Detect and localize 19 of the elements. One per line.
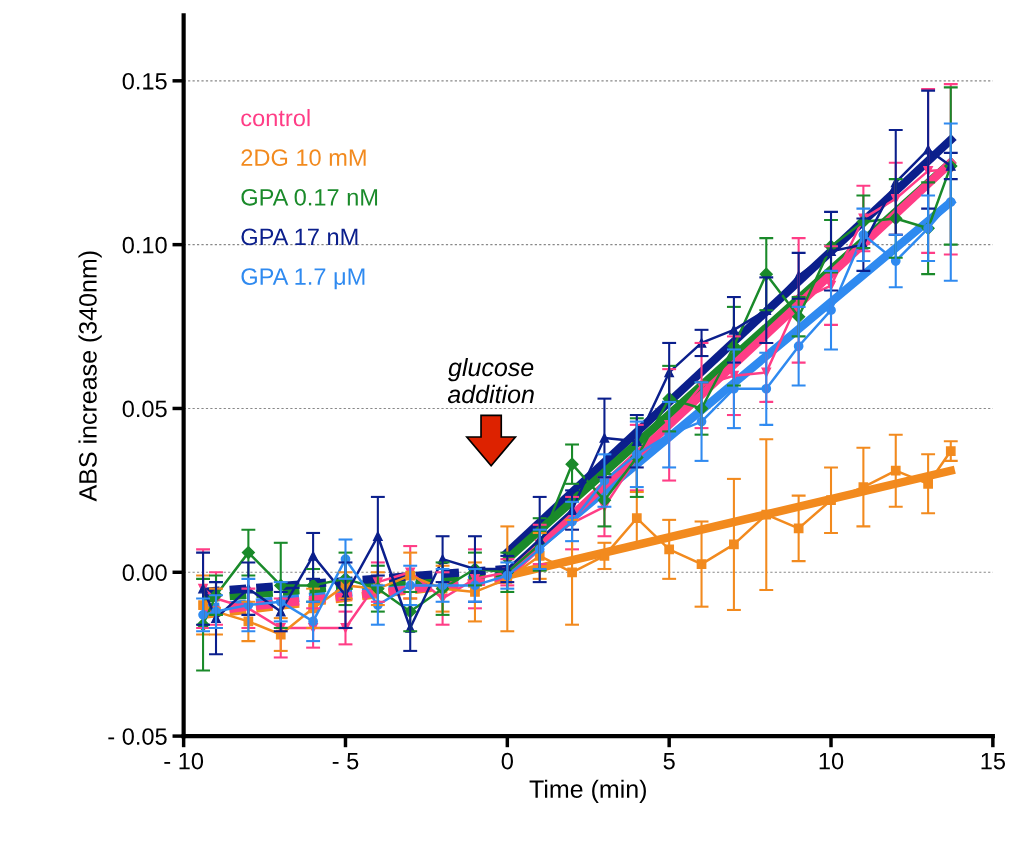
- x-tick-label: 5: [663, 752, 675, 770]
- x-tick-label: - 5: [332, 752, 359, 770]
- x-tick-label: 15: [981, 752, 1005, 770]
- y-tick-label: 0.10: [122, 236, 167, 254]
- y-tick-label: - 0.05: [108, 728, 167, 745]
- y-tick-label: 0.15: [122, 72, 167, 90]
- y-tick-label: 0.05: [122, 400, 167, 418]
- text: GPA 17 nM: [241, 228, 358, 246]
- x-tick-label: 10: [819, 752, 844, 770]
- text: control: [241, 109, 310, 127]
- text: GPA 1.7 μM: [241, 268, 365, 290]
- text: GPA 0.17 nM: [241, 188, 378, 206]
- x-tick-label: - 10: [164, 752, 204, 770]
- text: 2DG 10 mM: [241, 149, 366, 166]
- x-tick-label: 0: [501, 752, 513, 770]
- y-axis-title: ABS increase (340nm): [78, 251, 102, 502]
- annotation: glucose addition: [447, 357, 534, 404]
- y-tick-label: 0.00: [122, 564, 167, 582]
- x-axis-title: Time (min): [529, 779, 646, 803]
